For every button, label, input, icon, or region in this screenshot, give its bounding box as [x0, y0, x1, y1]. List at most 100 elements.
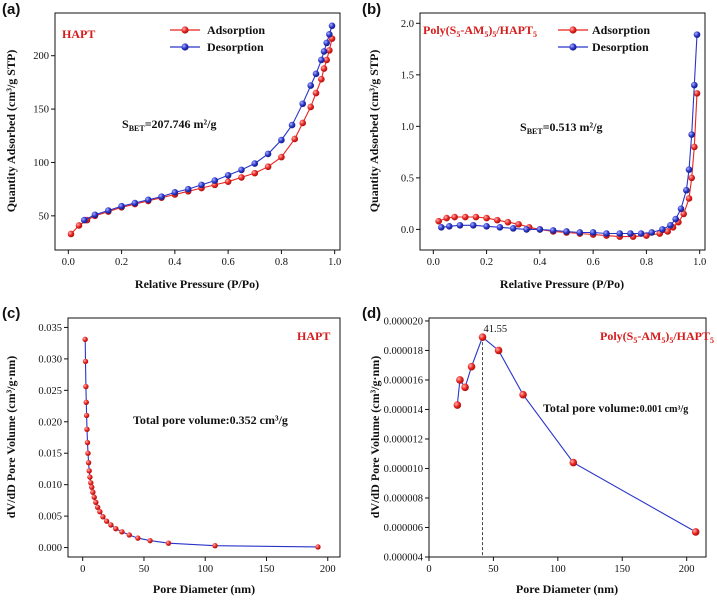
- series-line-desorption: [441, 34, 698, 235]
- data-point: [135, 535, 141, 541]
- data-point: [323, 56, 330, 64]
- panel-a-plot-frame: [54, 12, 341, 251]
- panel-d: (d) 0 50 100 150 200 0.000004 0.000006 0.000008…: [362, 305, 714, 596]
- panel-a-y-axis-label: Quantity Adsorbed (cm³/g STP): [4, 50, 18, 213]
- y-tick-label: 0.000020: [384, 316, 423, 327]
- y-tick-label: 50: [39, 211, 50, 222]
- panel-d-x-axis-label: Pore Diameter (nm): [516, 582, 618, 596]
- data-point: [126, 532, 132, 538]
- y-tick-label: 0.000010: [384, 464, 423, 475]
- data-point: [278, 153, 285, 161]
- data-point: [238, 174, 245, 181]
- data-point: [80, 216, 88, 224]
- data-point: [461, 213, 469, 221]
- panel-d-sample-label: Poly(S5-AM5)5/HAPT5: [600, 329, 714, 345]
- data-point: [84, 426, 90, 433]
- y-tick-label: 200: [33, 51, 49, 62]
- x-tick-label: 200: [679, 564, 695, 575]
- data-point: [251, 169, 259, 177]
- panel-a: (a) 0.0 0.2 0.4 0.6 0.8 1.0 50 100 150 200 HAPT A…: [2, 1, 341, 291]
- data-point: [307, 82, 315, 89]
- x-tick-label: 150: [614, 564, 630, 575]
- data-point: [119, 529, 125, 535]
- y-tick-label: 0.015: [38, 449, 62, 460]
- x-tick-label: 100: [197, 564, 213, 575]
- data-point: [509, 225, 517, 232]
- panel-a-sample-label: HAPT: [62, 27, 95, 41]
- data-point: [549, 227, 557, 234]
- data-point: [84, 439, 91, 446]
- data-point: [147, 537, 153, 544]
- series-line-pore-size-distribution: [456, 336, 696, 533]
- data-point: [238, 166, 245, 174]
- data-point: [456, 221, 464, 229]
- panel-a-x-axis-label: Relative Pressure (P/Po): [135, 277, 259, 291]
- data-point: [75, 222, 83, 229]
- data-point: [315, 544, 321, 550]
- data-point: [456, 376, 464, 384]
- panel-c: (c) 0 50 100 150 200 0.000 0.005 0.010 0.015 0.02…: [2, 305, 341, 596]
- data-point: [312, 70, 320, 78]
- x-tick-label: 0.6: [222, 257, 235, 268]
- data-point: [483, 214, 490, 222]
- data-point: [637, 230, 645, 237]
- data-point: [87, 474, 93, 480]
- panel-d-total-pore-volume: Total pore volume:0.001 cm³/g: [543, 401, 688, 415]
- x-tick-label: 50: [139, 564, 150, 575]
- data-point: [451, 213, 458, 221]
- data-point: [312, 89, 320, 97]
- data-point: [443, 214, 450, 222]
- y-tick-label: 0.030: [38, 354, 62, 365]
- data-point: [184, 185, 192, 193]
- data-point: [467, 362, 476, 371]
- data-point: [563, 228, 570, 235]
- data-point: [326, 31, 333, 38]
- x-tick-label: 1.0: [693, 257, 706, 268]
- y-tick-label: 0.010: [38, 480, 62, 491]
- data-point: [667, 221, 674, 229]
- data-point: [576, 229, 584, 236]
- data-point: [453, 401, 462, 409]
- y-tick-label: 0.000014: [384, 405, 424, 416]
- legend-adsorption-marker: [569, 26, 577, 34]
- x-tick-label: 0.0: [427, 257, 440, 268]
- panel-b-series: [435, 31, 701, 240]
- data-point: [672, 215, 680, 223]
- panel-c-ticks: 0 50 100 150 200 0.000 0.005 0.010 0.015 0.020 0.0…: [38, 323, 335, 575]
- data-point: [318, 56, 325, 64]
- panel-d-series: 41.55: [453, 324, 700, 557]
- data-point: [171, 189, 179, 196]
- data-point: [103, 518, 110, 524]
- data-point: [83, 412, 90, 419]
- data-point: [688, 131, 695, 138]
- data-point: [438, 224, 445, 231]
- panel-b-plot-frame: [419, 12, 706, 251]
- data-point: [643, 232, 650, 239]
- data-point: [93, 499, 99, 505]
- data-point: [627, 230, 634, 237]
- data-point: [104, 207, 112, 214]
- series-line-pore-size-distribution: [84, 339, 318, 548]
- x-tick-label: 0: [80, 564, 85, 575]
- data-point: [478, 333, 487, 341]
- data-point: [496, 224, 504, 231]
- data-point: [288, 121, 296, 129]
- panel-d-y-axis-label: dV/dD Pore Volume (cm³/g·nm): [368, 356, 382, 518]
- data-point: [664, 228, 672, 235]
- data-point: [693, 31, 701, 38]
- data-point: [616, 230, 624, 237]
- y-tick-label: 1.5: [401, 70, 414, 81]
- data-point: [318, 75, 325, 83]
- data-point: [472, 213, 480, 221]
- panel-a-letter: (a): [2, 1, 20, 18]
- data-point: [83, 399, 89, 405]
- data-point: [603, 230, 610, 237]
- data-point: [494, 346, 503, 355]
- x-tick-label: 150: [259, 564, 275, 575]
- data-point: [691, 81, 698, 89]
- data-point: [91, 494, 97, 500]
- panel-b-y-axis-label: Quantity Adsorbed (cm³/g STP): [367, 50, 381, 213]
- data-point: [683, 186, 690, 194]
- data-point: [320, 48, 328, 55]
